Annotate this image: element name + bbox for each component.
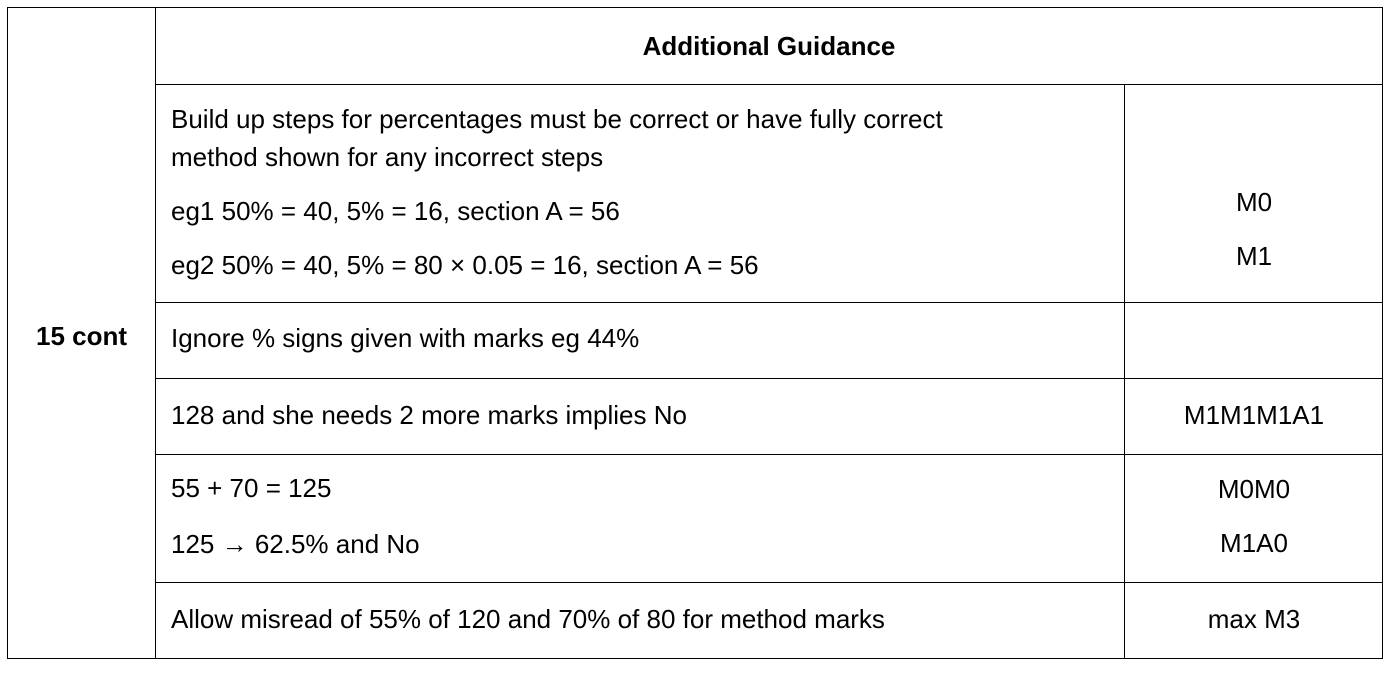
guidance-cell: Ignore % signs given with marks eg 44% bbox=[156, 303, 1125, 378]
guidance-text: 125 → 62.5% and No bbox=[171, 529, 420, 559]
mark-text: max M3 bbox=[1207, 604, 1301, 634]
mark-text: M1A0 bbox=[1220, 528, 1288, 558]
guidance-text: 55 + 70 = 125 bbox=[171, 473, 332, 503]
guidance-text: method shown for any incorrect steps bbox=[171, 142, 604, 172]
header-title: Additional Guidance bbox=[642, 30, 896, 61]
table-row: Build up steps for percentages must be c… bbox=[156, 85, 1382, 303]
guidance-text: eg1 50% = 40, 5% = 16, section A = 56 bbox=[171, 196, 620, 226]
guidance-text: eg2 50% = 40, 5% = 80 × 0.05 = 16, secti… bbox=[171, 250, 759, 280]
mark-text: M1M1M1A1 bbox=[1183, 400, 1325, 430]
guidance-cell: Build up steps for percentages must be c… bbox=[156, 85, 1125, 302]
marks-cell: max M3 bbox=[1126, 583, 1382, 658]
question-number: 15 cont bbox=[35, 320, 128, 351]
table-row: Ignore % signs given with marks eg 44% bbox=[156, 303, 1382, 379]
table-row: Allow misread of 55% of 120 and 70% of 8… bbox=[156, 583, 1382, 658]
table-row: 55 + 70 = 125 125 → 62.5% and No M0M0 M1… bbox=[156, 455, 1382, 583]
marks-cell: M0 M1 bbox=[1126, 85, 1382, 302]
question-column: 15 cont bbox=[8, 8, 156, 658]
mark-text: M1 bbox=[1235, 241, 1273, 271]
table-row: 128 and she needs 2 more marks implies N… bbox=[156, 379, 1382, 455]
table-header: Additional Guidance bbox=[156, 8, 1382, 85]
marks-cell: M0M0 M1A0 bbox=[1126, 455, 1382, 582]
guidance-cell: 55 + 70 = 125 125 → 62.5% and No bbox=[156, 455, 1125, 582]
marks-cell: M1M1M1A1 bbox=[1126, 379, 1382, 454]
mark-text: M0 bbox=[1235, 187, 1273, 217]
guidance-text: Ignore % signs given with marks eg 44% bbox=[171, 323, 640, 353]
guidance-cell: Allow misread of 55% of 120 and 70% of 8… bbox=[156, 583, 1125, 658]
guidance-text: Allow misread of 55% of 120 and 70% of 8… bbox=[171, 604, 885, 634]
guidance-table: 15 cont Additional Guidance Build up ste… bbox=[7, 7, 1383, 659]
guidance-cell: 128 and she needs 2 more marks implies N… bbox=[156, 379, 1125, 454]
guidance-text: Build up steps for percentages must be c… bbox=[171, 104, 943, 134]
mark-text: M0M0 bbox=[1217, 474, 1291, 504]
guidance-text: 128 and she needs 2 more marks implies N… bbox=[171, 400, 687, 430]
marks-cell bbox=[1126, 303, 1382, 378]
